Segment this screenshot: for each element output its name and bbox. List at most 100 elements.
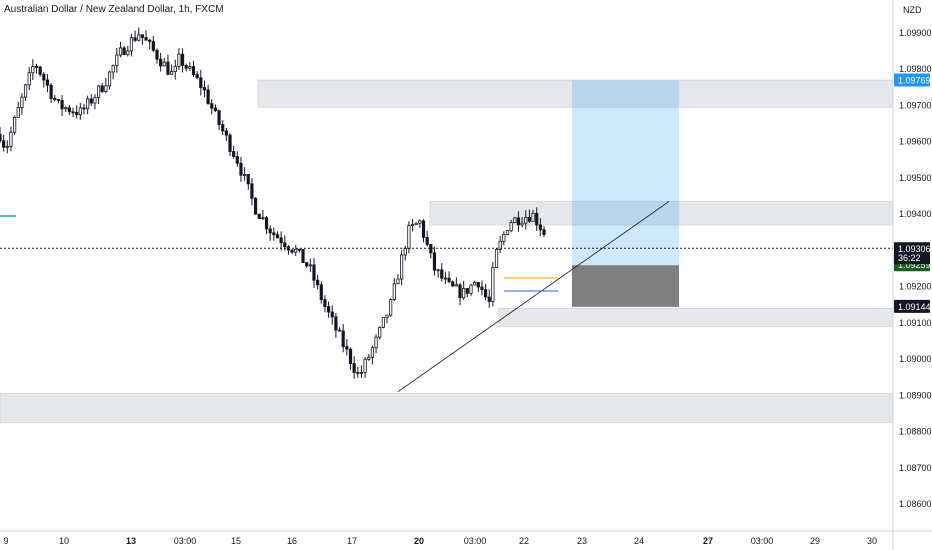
candle-body bbox=[436, 269, 440, 272]
candle-body bbox=[319, 284, 323, 301]
candle bbox=[122, 45, 126, 56]
candle bbox=[42, 71, 46, 88]
candle bbox=[312, 258, 316, 288]
candle-body bbox=[531, 212, 535, 222]
candle bbox=[400, 250, 404, 286]
candle bbox=[316, 274, 320, 290]
candle-body bbox=[443, 277, 448, 280]
time-axis[interactable]: 9 10 13 03:00 15 16 17 20 03:00 22 23 24 27 03:00 29 30 bbox=[3, 536, 877, 546]
candle bbox=[381, 317, 385, 329]
candle bbox=[334, 312, 338, 338]
price-axis[interactable]: 1.09900 1.09800 1.09700 1.09600 1.09500 1.094… bbox=[899, 28, 932, 509]
candle bbox=[188, 62, 192, 71]
candle bbox=[162, 58, 166, 67]
candle bbox=[326, 301, 331, 318]
candle-body bbox=[290, 249, 294, 253]
candle-body bbox=[261, 217, 265, 220]
candle bbox=[129, 33, 134, 57]
candle-body bbox=[151, 41, 155, 51]
time-tick-label: 16 bbox=[287, 536, 297, 546]
candle-body bbox=[403, 248, 407, 256]
candle bbox=[535, 207, 539, 231]
candle-body bbox=[253, 197, 258, 215]
candle bbox=[374, 334, 378, 354]
candle-body bbox=[432, 252, 437, 271]
candle bbox=[480, 280, 484, 296]
demand-zone bbox=[497, 308, 894, 327]
candle-body bbox=[480, 286, 484, 290]
candle bbox=[359, 365, 364, 378]
candle bbox=[473, 280, 477, 286]
candle-body bbox=[297, 248, 301, 251]
loss-area bbox=[572, 265, 679, 307]
candle-body bbox=[118, 47, 123, 56]
candle bbox=[443, 271, 448, 284]
candle-body bbox=[513, 217, 517, 224]
time-tick-label: 13 bbox=[126, 536, 136, 546]
candle-body bbox=[462, 288, 466, 299]
candle bbox=[159, 53, 163, 72]
candle bbox=[148, 38, 152, 50]
candle bbox=[491, 261, 495, 307]
chart-title: Australian Dollar / New Zealand Dollar, … bbox=[4, 4, 224, 15]
candle-body bbox=[440, 269, 444, 279]
candle bbox=[538, 218, 542, 237]
candle bbox=[363, 357, 367, 378]
candle-body bbox=[221, 124, 225, 132]
candle bbox=[261, 210, 265, 221]
candle-body bbox=[425, 236, 429, 245]
candle bbox=[184, 63, 188, 72]
countdown-text: 36:22 bbox=[898, 253, 921, 263]
candle bbox=[476, 281, 480, 292]
candle-body bbox=[115, 54, 119, 67]
candle-body bbox=[421, 220, 426, 238]
candle-body bbox=[49, 84, 53, 99]
candle-body bbox=[191, 66, 196, 75]
candle bbox=[232, 145, 236, 159]
candle-body bbox=[71, 111, 75, 114]
candle bbox=[454, 277, 458, 287]
candle-body bbox=[502, 234, 506, 242]
candle bbox=[462, 280, 466, 300]
candle-body bbox=[476, 282, 480, 288]
candle bbox=[89, 94, 93, 106]
candle bbox=[250, 178, 254, 206]
candle-body bbox=[392, 283, 396, 300]
candle-body bbox=[527, 217, 531, 222]
candle-body bbox=[122, 47, 126, 56]
candle-body bbox=[177, 53, 181, 67]
candle bbox=[527, 209, 531, 223]
candle-body bbox=[126, 50, 130, 56]
candle-body bbox=[509, 222, 513, 232]
current-price-text: 1.09306 bbox=[898, 244, 931, 254]
price-tick-label: 1.08600 bbox=[899, 499, 932, 509]
candle-body bbox=[188, 66, 192, 69]
candle bbox=[301, 249, 305, 264]
candle-body bbox=[483, 289, 488, 298]
supply-zone-upper bbox=[257, 79, 894, 108]
candle-body bbox=[42, 73, 46, 81]
zones-layer bbox=[0, 79, 894, 423]
candle-body bbox=[535, 212, 539, 226]
candle-body bbox=[20, 96, 24, 108]
time-tick-label: 15 bbox=[231, 536, 241, 546]
candle bbox=[392, 278, 396, 301]
candle-body bbox=[100, 85, 104, 92]
candle-body bbox=[213, 107, 218, 112]
candle-body bbox=[363, 358, 367, 373]
candle bbox=[297, 248, 301, 253]
time-tick-label: 10 bbox=[59, 536, 69, 546]
candle bbox=[469, 283, 473, 296]
price-tick-label: 1.09600 bbox=[899, 137, 932, 147]
candle-body bbox=[173, 66, 177, 72]
position-tool bbox=[572, 80, 679, 307]
candle-body bbox=[199, 77, 203, 88]
candle-body bbox=[93, 97, 97, 104]
candle bbox=[228, 132, 232, 156]
candle-body bbox=[316, 279, 320, 286]
candle-body bbox=[243, 174, 247, 176]
candle bbox=[173, 59, 177, 80]
candle bbox=[0, 127, 2, 144]
candle-body bbox=[447, 277, 451, 283]
